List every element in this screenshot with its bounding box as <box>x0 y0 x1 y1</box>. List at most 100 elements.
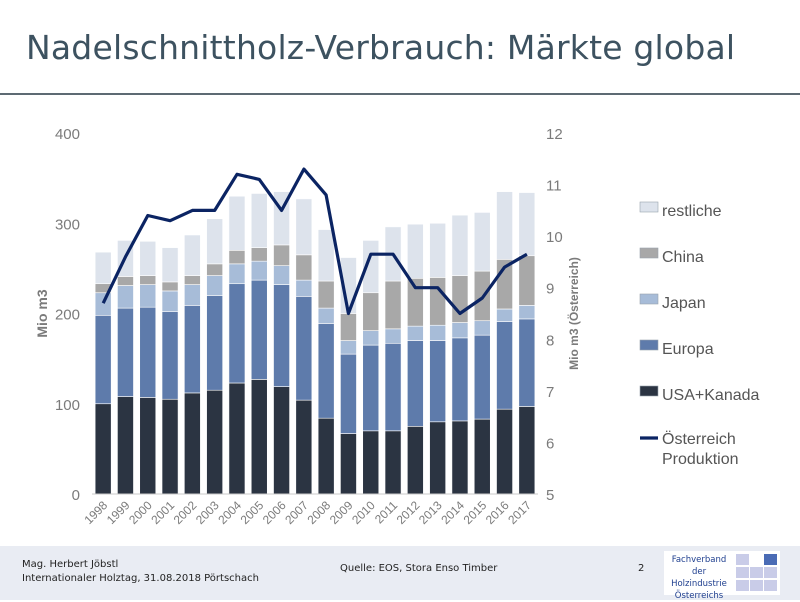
legend-swatch-restliche <box>639 201 659 213</box>
bar-europa-2011 <box>384 342 402 432</box>
bar-europa-2002 <box>184 305 201 394</box>
bar-japan-2016 <box>496 308 513 322</box>
bar-europa-2012 <box>407 340 424 427</box>
bar-restliche-2015 <box>473 212 491 272</box>
legend-label-line-1: Österreich <box>662 430 736 448</box>
bar-china-1999 <box>117 276 134 286</box>
bar-china-2010 <box>362 292 380 331</box>
bar-usa_kanada-1998 <box>94 403 112 495</box>
y-tick-label-400: 400 <box>55 126 80 143</box>
footer-author: Mag. Herbert Jöbstl <box>22 559 119 570</box>
x-tick-label-1999: 1999 <box>104 498 133 527</box>
logo-text: Fachverband der Holzindustrie Österreich… <box>666 554 732 602</box>
bar-restliche-2002 <box>184 234 201 276</box>
legend-label-japan: Japan <box>662 295 706 312</box>
bar-china-2007 <box>295 254 313 281</box>
legend-label-restliche: restliche <box>662 203 722 220</box>
y2-tick-label-12: 12 <box>546 126 563 143</box>
y2-tick-label-9: 9 <box>546 281 554 298</box>
bar-japan-2006 <box>273 265 290 285</box>
bar-europa-2006 <box>273 284 290 387</box>
bar-europa-1999 <box>117 307 134 397</box>
bar-restliche-2005 <box>250 193 268 248</box>
bar-restliche-2003 <box>206 218 223 265</box>
y2-axis-label: Mio m3 (Österreich) <box>566 257 581 370</box>
bar-usa_kanada-2007 <box>295 399 313 495</box>
bar-usa_kanada-1999 <box>117 396 134 495</box>
x-tick-label-2004: 2004 <box>215 498 244 527</box>
x-tick-label-2000: 2000 <box>126 498 155 527</box>
bar-usa_kanada-2002 <box>184 392 201 495</box>
x-tick-label-2012: 2012 <box>394 498 423 527</box>
bar-europa-2014 <box>451 337 469 422</box>
bar-china-2004 <box>228 250 246 265</box>
footer-source: Quelle: EOS, Stora Enso Timber <box>340 563 498 574</box>
bar-japan-2005 <box>250 260 268 281</box>
title-divider <box>0 93 800 95</box>
x-tick-label-2001: 2001 <box>148 498 177 527</box>
bar-usa_kanada-2013 <box>429 421 446 495</box>
x-tick-label-1998: 1998 <box>81 498 110 527</box>
bar-usa_kanada-2003 <box>206 389 223 495</box>
legend-label-europa: Europa <box>662 341 714 358</box>
bar-china-2006 <box>273 244 290 266</box>
bar-china-2011 <box>384 280 402 330</box>
bar-japan-2003 <box>206 275 223 296</box>
bar-europa-2005 <box>250 279 268 380</box>
legend-label-china: China <box>662 249 704 266</box>
bar-usa_kanada-2017 <box>518 406 536 495</box>
legend-label-usa_kanada: USA+Kanada <box>662 387 760 404</box>
logo-line-3: Österreichs <box>674 591 724 601</box>
bar-restliche-1998 <box>94 251 112 285</box>
bar-usa_kanada-2009 <box>340 433 357 495</box>
y-tick-label-300: 300 <box>55 216 80 233</box>
logo: Fachverband der Holzindustrie Österreich… <box>664 551 780 601</box>
legend-swatch-china <box>639 247 659 259</box>
y2-tick-label-10: 10 <box>546 229 563 246</box>
bar-china-2017 <box>518 255 536 306</box>
bar-restliche-2017 <box>518 192 536 257</box>
y-tick-label-100: 100 <box>55 397 80 414</box>
bar-japan-2017 <box>518 305 536 320</box>
x-tick-label-2017: 2017 <box>505 498 534 527</box>
y2-tick-label-7: 7 <box>546 384 554 401</box>
x-tick-label-2010: 2010 <box>349 498 378 527</box>
x-tick-label-2005: 2005 <box>238 498 267 527</box>
bar-restliche-2001 <box>161 247 179 283</box>
bar-japan-2013 <box>429 324 446 341</box>
logo-grid-icon <box>736 554 778 592</box>
bar-usa_kanada-2012 <box>407 426 424 495</box>
bar-china-2014 <box>451 275 469 323</box>
bar-china-2000 <box>139 275 157 285</box>
bar-usa_kanada-2008 <box>317 417 335 495</box>
x-tick-label-2007: 2007 <box>282 498 311 527</box>
footer-event: Internationaler Holztag, 31.08.2018 Pört… <box>22 573 259 584</box>
bar-china-2005 <box>250 247 268 262</box>
bar-usa_kanada-2014 <box>451 420 469 495</box>
bar-europa-2009 <box>340 353 357 434</box>
bar-restliche-2008 <box>317 229 335 282</box>
bar-europa-2008 <box>317 323 335 419</box>
legend-swatch-usa_kanada <box>639 385 659 397</box>
bar-japan-2002 <box>184 284 201 306</box>
bar-restliche-2014 <box>451 214 469 276</box>
bar-japan-2008 <box>317 307 335 324</box>
slide-title: Nadelschnittholz-Verbrauch: Märkte globa… <box>26 28 736 67</box>
bar-japan-2001 <box>161 290 179 312</box>
x-tick-label-2006: 2006 <box>260 498 289 527</box>
y2-tick-label-8: 8 <box>546 332 554 349</box>
x-tick-label-2009: 2009 <box>327 498 356 527</box>
legend-swatch-japan <box>639 293 659 305</box>
bar-restliche-2013 <box>429 222 446 278</box>
chart: 0 100 200 300 400 5 6 7 8 9 10 11 12 Mio m3 Mio m3 (Ös… <box>34 126 760 527</box>
logo-line-1: Fachverband <box>671 555 727 565</box>
bar-china-2013 <box>429 277 446 326</box>
bar-japan-1999 <box>117 285 134 309</box>
bar-europa-2004 <box>228 283 246 384</box>
x-tick-label-2015: 2015 <box>461 498 490 527</box>
bar-usa_kanada-2010 <box>362 430 380 495</box>
bar-europa-2013 <box>429 340 446 423</box>
bar-europa-2015 <box>473 334 491 420</box>
bar-europa-2007 <box>295 296 313 401</box>
bar-restliche-2000 <box>139 241 157 276</box>
